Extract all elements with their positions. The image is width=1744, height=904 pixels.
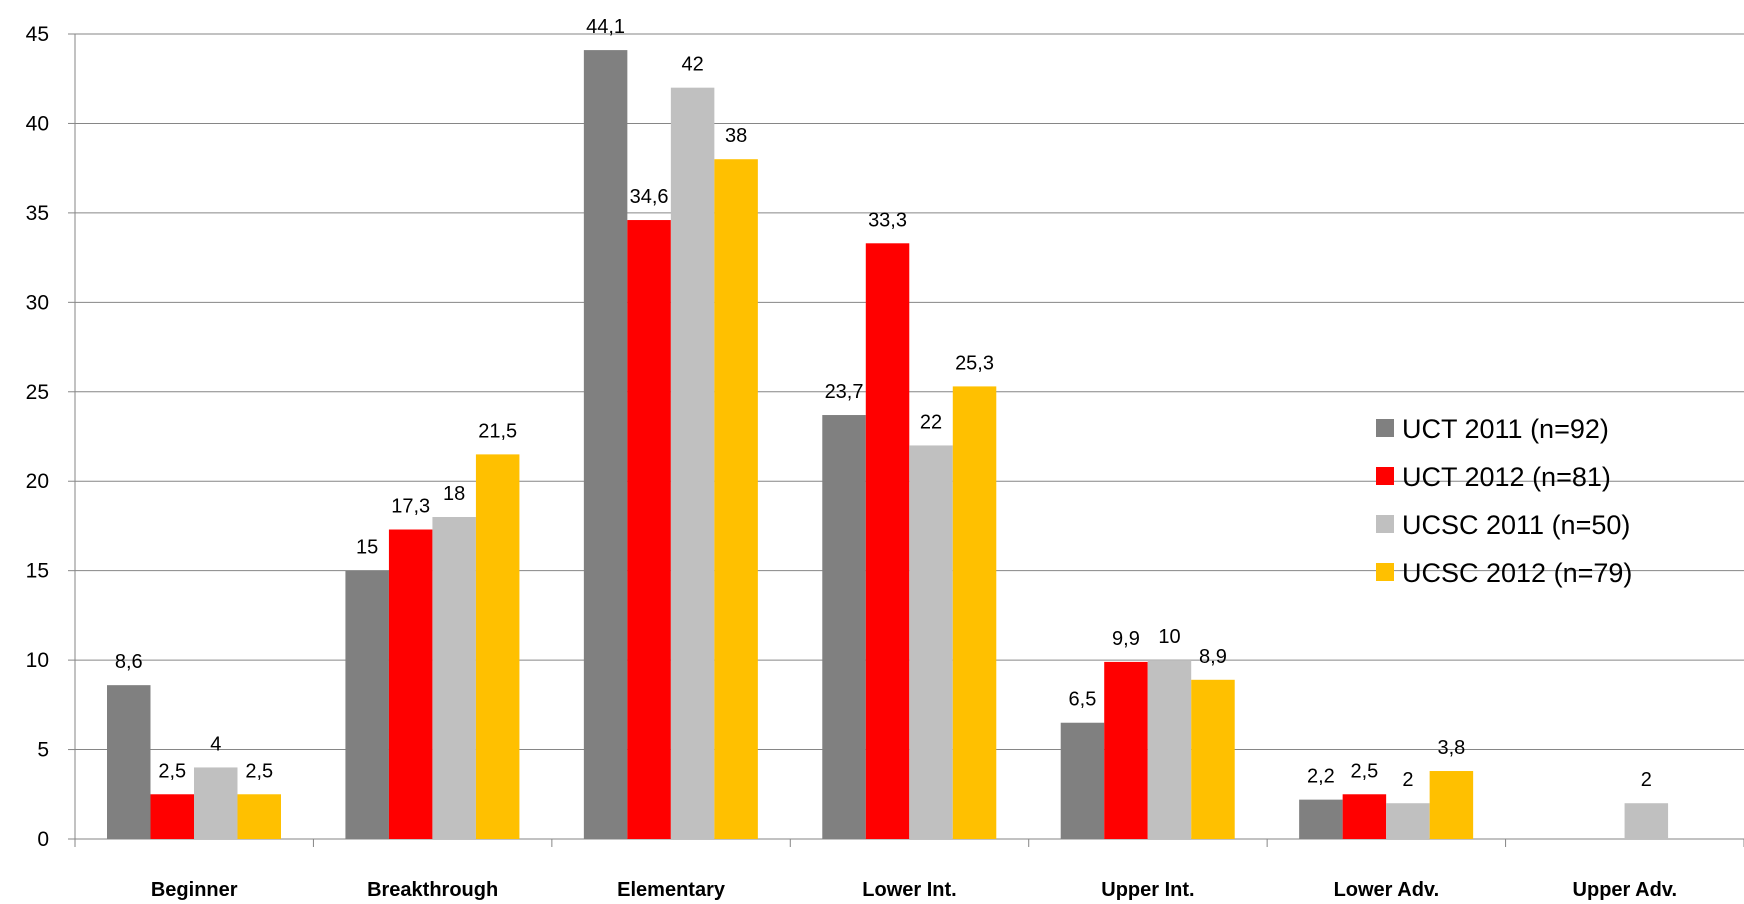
data-label: 44,1 [586, 16, 625, 38]
bar [1104, 661, 1148, 839]
legend-label: UCSC 2011 (n=50) [1402, 510, 1630, 540]
bar [237, 794, 281, 839]
bar [952, 386, 997, 839]
bar [865, 243, 910, 840]
data-label: 33,3 [868, 209, 907, 231]
bar [194, 767, 238, 839]
data-label: 23,7 [825, 381, 864, 403]
bars [107, 50, 1669, 840]
data-label: 2 [1402, 769, 1413, 791]
y-tick-label: 25 [26, 381, 49, 404]
x-tick-label: Beginner [151, 879, 238, 901]
data-label: 8,6 [115, 651, 143, 673]
data-label: 4 [210, 733, 221, 755]
bar [670, 87, 715, 839]
bar [583, 50, 628, 840]
y-tick-label: 10 [26, 649, 49, 672]
bar [1147, 660, 1192, 839]
x-tick-label: Upper Adv. [1573, 879, 1677, 901]
bar [1386, 803, 1430, 839]
legend: UCT 2011 (n=92) UCT 2012 (n=81) UCSC 2011 … [1376, 414, 1632, 588]
x-tick-label: Lower Adv. [1334, 879, 1440, 901]
data-label: 2,5 [1350, 760, 1378, 782]
bar [1191, 679, 1235, 839]
x-tick-label: Breakthrough [367, 879, 498, 901]
legend-swatch [1376, 563, 1394, 581]
y-tick-label: 20 [26, 470, 49, 493]
y-tick-label: 45 [26, 23, 49, 46]
bar [909, 445, 953, 839]
legend-swatch [1376, 419, 1394, 437]
bar [388, 529, 433, 839]
data-label: 25,3 [955, 352, 994, 374]
data-label: 17,3 [391, 496, 430, 518]
y-tick-label: 0 [37, 828, 49, 851]
y-axis: 0 5 10 15 20 25 30 35 40 45 [26, 23, 76, 851]
data-label: 2,2 [1307, 766, 1335, 788]
data-label: 3,8 [1437, 737, 1465, 759]
bar [1624, 803, 1669, 839]
x-tick-label: Lower Int. [862, 879, 956, 901]
y-tick-label: 40 [26, 112, 49, 135]
y-tick-label: 5 [37, 739, 49, 762]
x-tick-label: Elementary [617, 879, 726, 901]
bar [627, 220, 671, 840]
data-label: 2,5 [158, 760, 186, 782]
bar [1342, 794, 1387, 839]
bar [1060, 722, 1105, 839]
data-label: 6,5 [1069, 689, 1097, 711]
data-label: 10 [1158, 626, 1180, 648]
bar [714, 159, 758, 839]
x-axis: Beginner Breakthrough Elementary Lower Int.… [74, 838, 1744, 901]
bar [107, 685, 151, 839]
legend-label: UCT 2012 (n=81) [1402, 462, 1611, 492]
data-label: 8,9 [1199, 646, 1227, 668]
data-label: 22 [920, 411, 942, 433]
bar [345, 570, 389, 839]
data-label: 15 [356, 537, 378, 559]
y-tick-label: 30 [26, 291, 49, 314]
bar [1429, 771, 1474, 839]
y-tick-label: 15 [26, 560, 49, 583]
data-label: 18 [443, 483, 465, 505]
legend-swatch [1376, 467, 1394, 485]
bar [475, 454, 520, 839]
legend-label: UCSC 2012 (n=79) [1402, 558, 1632, 588]
bar [1299, 799, 1343, 839]
x-tick-label: Upper Int. [1101, 879, 1194, 901]
data-label: 42 [681, 54, 703, 76]
y-tick-label: 35 [26, 202, 49, 225]
bar [432, 517, 476, 839]
data-label: 2 [1641, 769, 1652, 791]
data-label: 38 [725, 125, 747, 147]
legend-label: UCT 2011 (n=92) [1402, 414, 1609, 444]
bar [822, 415, 866, 839]
bar [150, 794, 194, 839]
data-label: 2,5 [245, 760, 273, 782]
data-label: 9,9 [1112, 628, 1140, 650]
data-label: 21,5 [478, 420, 517, 442]
legend-swatch [1376, 515, 1394, 533]
data-label: 34,6 [630, 186, 669, 208]
data-labels: 8,6 15 44,1 23,7 6,5 2,2 2,5 17,3 34,6 33,3 9,9 2,5… [115, 16, 1652, 791]
